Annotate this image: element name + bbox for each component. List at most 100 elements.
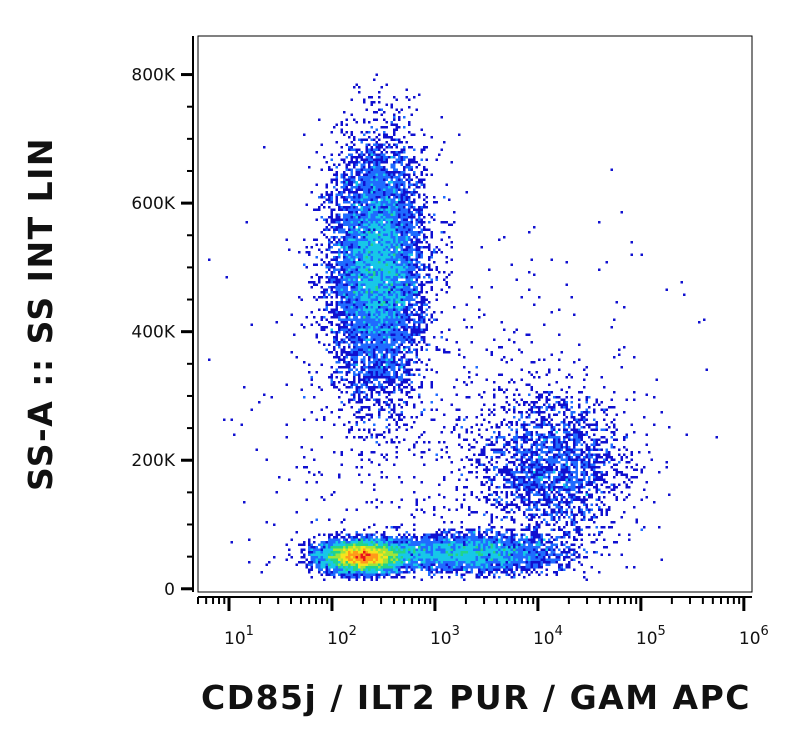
event-dot bbox=[345, 291, 348, 294]
event-dot bbox=[543, 558, 546, 561]
event-dot bbox=[375, 566, 378, 569]
event-dot bbox=[353, 378, 356, 381]
event-dot bbox=[383, 131, 386, 134]
event-dot bbox=[343, 553, 346, 556]
event-dot bbox=[393, 231, 396, 234]
event-dot bbox=[375, 551, 378, 554]
event-dot bbox=[360, 238, 363, 241]
event-dot bbox=[415, 326, 418, 329]
event-dot bbox=[423, 556, 426, 559]
event-dot bbox=[368, 241, 371, 244]
event-dot bbox=[373, 153, 376, 156]
event-dot bbox=[438, 271, 441, 274]
event-dot bbox=[478, 553, 481, 556]
event-dot bbox=[335, 301, 338, 304]
event-dot bbox=[415, 368, 418, 371]
event-dot bbox=[368, 166, 371, 169]
event-dot bbox=[425, 553, 428, 556]
event-dot bbox=[383, 536, 386, 539]
event-dot bbox=[335, 368, 338, 371]
event-dot bbox=[340, 158, 343, 161]
event-dot bbox=[430, 321, 433, 324]
event-dot bbox=[393, 143, 396, 146]
event-dot bbox=[415, 248, 418, 251]
event-dot bbox=[368, 173, 371, 176]
event-dot bbox=[345, 188, 348, 191]
event-dot bbox=[348, 268, 351, 271]
event-dot bbox=[358, 91, 361, 94]
event-dot bbox=[378, 96, 381, 99]
event-dot bbox=[340, 338, 343, 341]
event-dot bbox=[378, 341, 381, 344]
event-dot bbox=[358, 213, 361, 216]
event-dot bbox=[335, 316, 338, 319]
event-dot bbox=[375, 398, 378, 401]
event-dot bbox=[463, 558, 466, 561]
event-dot bbox=[393, 308, 396, 311]
event-dot bbox=[403, 301, 406, 304]
event-dot bbox=[383, 228, 386, 231]
event-dot bbox=[500, 561, 503, 564]
event-dot bbox=[420, 218, 423, 221]
event-dot bbox=[385, 306, 388, 309]
event-dot bbox=[353, 548, 356, 551]
event-dot bbox=[353, 296, 356, 299]
event-dot bbox=[403, 296, 406, 299]
event-dot bbox=[313, 296, 316, 299]
event-dot bbox=[350, 251, 353, 254]
event-dot bbox=[455, 486, 458, 489]
event-dot bbox=[420, 256, 423, 259]
event-dot bbox=[355, 293, 358, 296]
event-dot bbox=[360, 313, 363, 316]
event-dot bbox=[340, 558, 343, 561]
event-dot bbox=[535, 563, 538, 566]
event-dot bbox=[375, 376, 378, 379]
event-dot bbox=[525, 538, 528, 541]
event-dot bbox=[355, 391, 358, 394]
event-dot bbox=[365, 501, 368, 504]
event-dot bbox=[363, 406, 366, 409]
event-dot bbox=[398, 316, 401, 319]
event-dot bbox=[468, 536, 471, 539]
event-dot bbox=[320, 296, 323, 299]
event-dot bbox=[365, 158, 368, 161]
event-dot bbox=[425, 561, 428, 564]
event-dot bbox=[398, 571, 401, 574]
event-dot bbox=[325, 271, 328, 274]
event-dot bbox=[393, 226, 396, 229]
event-dot bbox=[545, 573, 548, 576]
event-dot bbox=[390, 276, 393, 279]
event-dot bbox=[400, 363, 403, 366]
event-dot bbox=[375, 373, 378, 376]
event-dot bbox=[340, 553, 343, 556]
event-dot bbox=[408, 558, 411, 561]
event-dot bbox=[328, 276, 331, 279]
event-dot bbox=[348, 571, 351, 574]
event-dot bbox=[310, 546, 313, 549]
event-dot bbox=[320, 143, 323, 146]
event-dot bbox=[373, 161, 376, 164]
event-dot bbox=[418, 293, 421, 296]
event-dot bbox=[365, 188, 368, 191]
event-dot bbox=[360, 131, 363, 134]
event-dot bbox=[385, 216, 388, 219]
event-dot bbox=[360, 353, 363, 356]
event-dot bbox=[348, 351, 351, 354]
event-dot bbox=[328, 206, 331, 209]
event-dot bbox=[388, 358, 391, 361]
event-dot bbox=[400, 541, 403, 544]
event-dot bbox=[383, 231, 386, 234]
event-dot bbox=[435, 266, 438, 269]
event-dot bbox=[308, 548, 311, 551]
event-dot bbox=[358, 551, 361, 554]
event-dot bbox=[363, 158, 366, 161]
event-dot bbox=[373, 258, 376, 261]
event-dot bbox=[383, 288, 386, 291]
event-dot bbox=[563, 511, 566, 514]
event-dot bbox=[335, 543, 338, 546]
event-dot bbox=[468, 558, 471, 561]
event-dot bbox=[388, 258, 391, 261]
event-dot bbox=[353, 338, 356, 341]
event-dot bbox=[390, 306, 393, 309]
event-dot bbox=[363, 263, 366, 266]
